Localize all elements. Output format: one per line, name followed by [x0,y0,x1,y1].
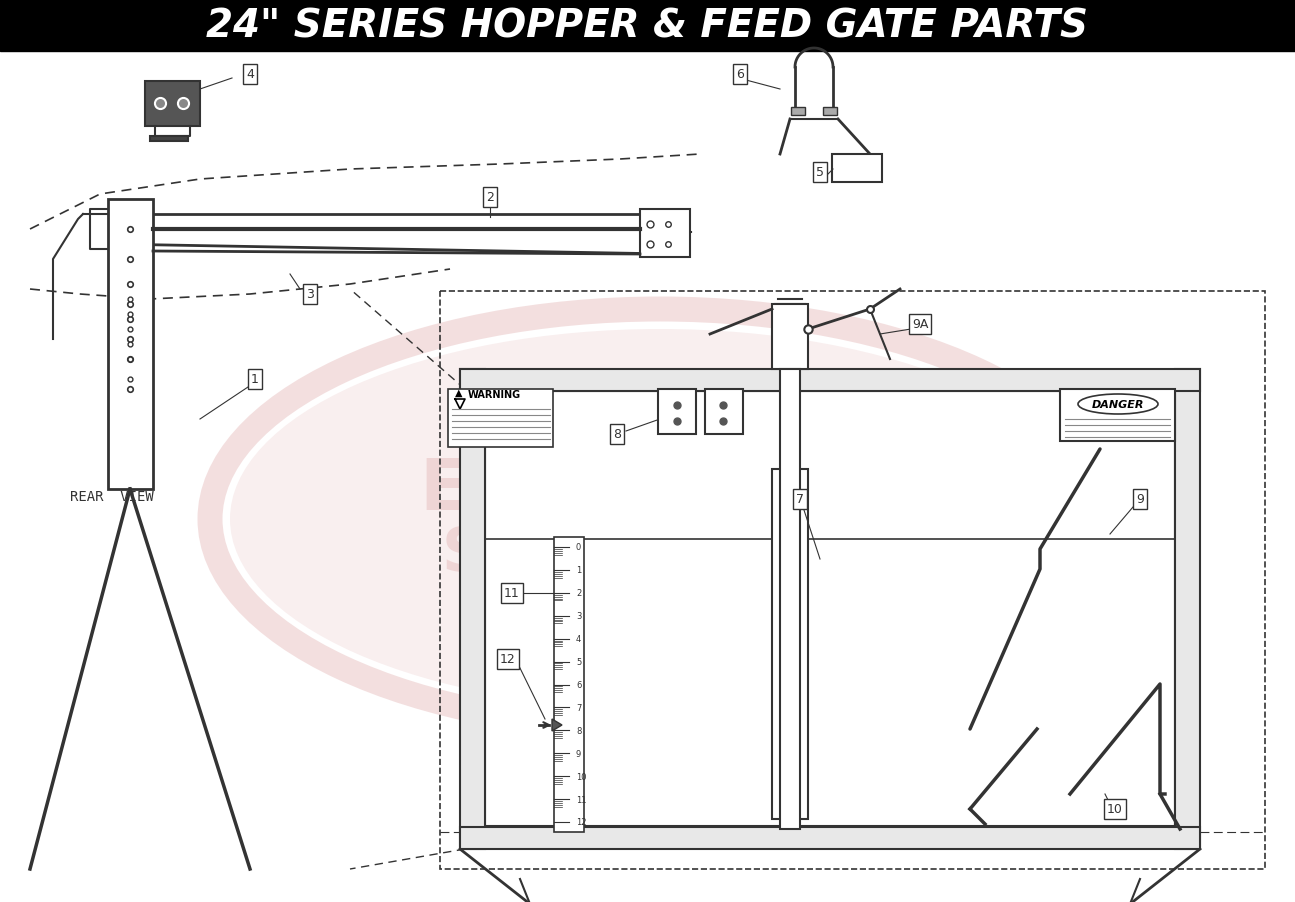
Text: 24" SERIES HOPPER & FEED GATE PARTS: 24" SERIES HOPPER & FEED GATE PARTS [206,7,1088,45]
Text: 4: 4 [576,634,581,643]
Bar [772,305,808,370]
Text: 5: 5 [576,658,581,667]
Bar [772,469,808,819]
Bar [460,370,1200,391]
Text: 9: 9 [576,749,581,758]
Text: 9: 9 [1136,493,1143,506]
Text: EQUIPMENT: EQUIPMENT [420,455,900,524]
Text: ▲: ▲ [455,388,462,398]
Bar [486,391,1175,826]
Bar [640,210,690,258]
Bar [440,291,1265,869]
Bar [554,538,584,832]
Text: 10: 10 [1107,803,1123,815]
Bar [831,155,882,183]
Text: 3: 3 [576,612,581,621]
Text: 8: 8 [613,428,622,441]
Text: 11: 11 [576,795,587,804]
Ellipse shape [231,329,1090,709]
Bar [791,108,805,115]
Bar [658,390,695,435]
Text: 6: 6 [576,680,581,689]
Bar [107,199,153,490]
Text: 0: 0 [576,543,581,552]
Ellipse shape [1077,394,1158,415]
Bar [1061,390,1175,441]
Text: 5: 5 [816,166,824,179]
Text: WARNING: WARNING [467,390,521,400]
Bar [1175,370,1200,849]
Bar [780,370,800,829]
Bar [460,370,486,849]
Text: 12: 12 [500,653,515,666]
Text: 10: 10 [576,772,587,781]
Text: REAR  VIEW: REAR VIEW [70,490,154,503]
Text: 12: 12 [576,817,587,826]
Text: 3: 3 [306,288,313,301]
Polygon shape [552,719,562,732]
Bar [460,827,1200,849]
Text: 7: 7 [576,704,581,712]
Text: DANGER: DANGER [1092,400,1145,410]
Text: SPECIALISTS: SPECIALISTS [442,525,878,584]
Bar [448,390,553,447]
Text: 11: 11 [504,587,519,600]
Bar [0,0,1295,52]
Text: 2: 2 [576,589,581,598]
Text: 7: 7 [796,493,804,506]
Text: 2: 2 [486,191,493,204]
Bar [824,108,837,115]
Bar [145,82,199,127]
Text: 1: 1 [576,566,581,575]
Text: 4: 4 [246,69,254,81]
Text: 9A: 9A [912,318,929,331]
Text: 8: 8 [576,726,581,735]
Bar [150,137,188,142]
Text: 6: 6 [736,69,743,81]
Bar [704,390,743,435]
Text: INC.: INC. [734,520,786,539]
Text: 1: 1 [251,373,259,386]
